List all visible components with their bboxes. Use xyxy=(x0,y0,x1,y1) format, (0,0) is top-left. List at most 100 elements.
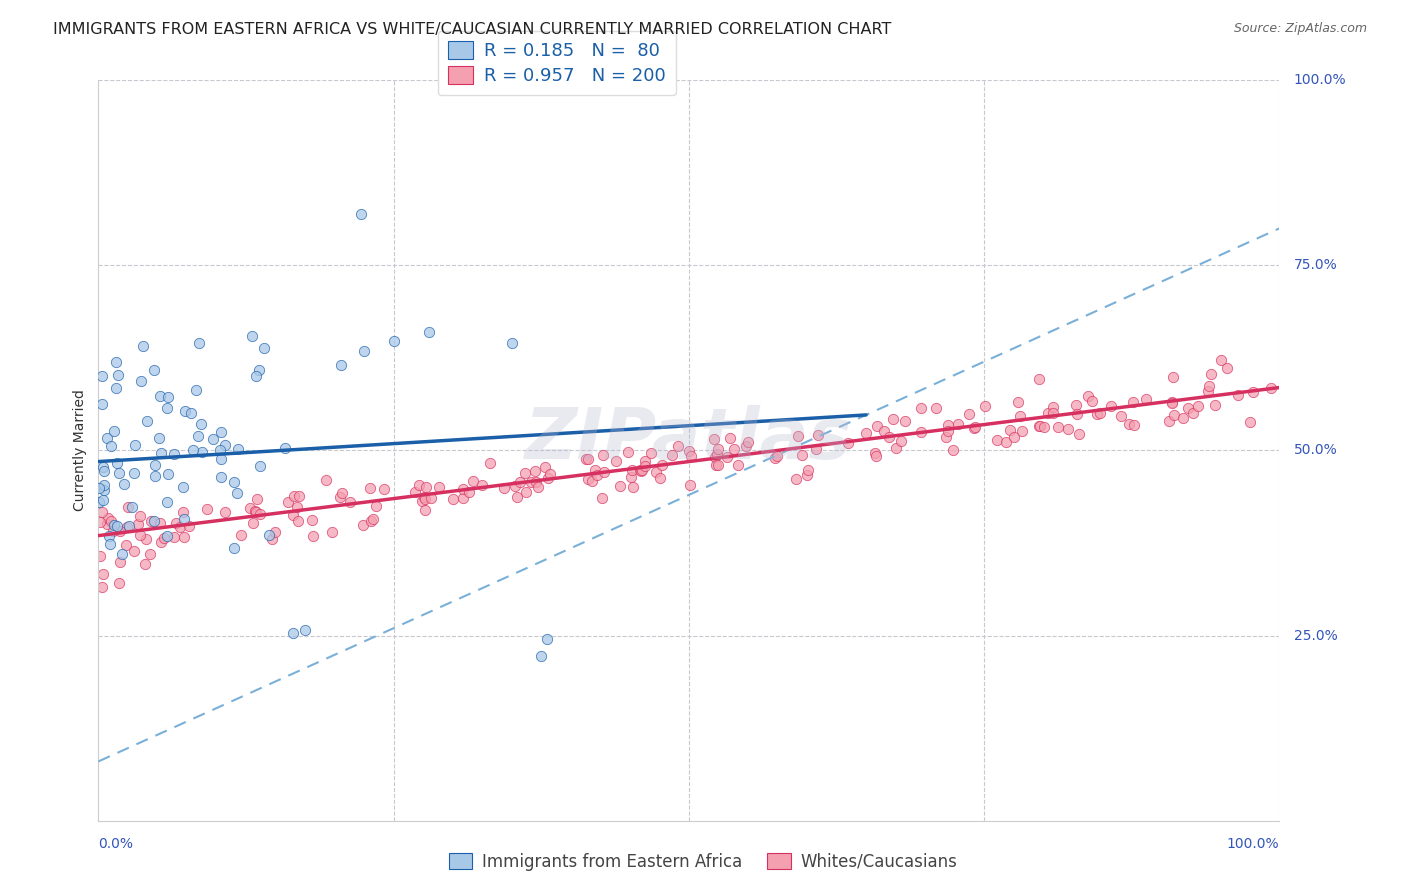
Point xyxy=(807,428,830,442)
Point xyxy=(1069,427,1091,442)
Point xyxy=(863,446,886,460)
Point xyxy=(998,423,1021,437)
Point xyxy=(957,407,980,421)
Point xyxy=(329,359,352,373)
Point xyxy=(592,449,614,463)
Point xyxy=(471,478,494,492)
Point xyxy=(505,479,527,493)
Point xyxy=(1111,409,1133,424)
Point xyxy=(1042,406,1064,420)
Point xyxy=(523,464,546,478)
Point xyxy=(1181,406,1204,420)
Point xyxy=(301,529,323,543)
Text: 75.0%: 75.0% xyxy=(1294,259,1337,272)
Point xyxy=(404,484,426,499)
Point xyxy=(90,397,112,411)
Point xyxy=(105,456,128,470)
Point xyxy=(1227,388,1250,402)
Point xyxy=(586,467,609,482)
Point xyxy=(187,335,209,350)
Point xyxy=(1081,393,1104,408)
Point xyxy=(666,439,689,453)
Point xyxy=(353,343,375,358)
Point xyxy=(240,328,263,343)
Point xyxy=(995,434,1018,449)
Point xyxy=(537,471,560,485)
Point xyxy=(1007,395,1029,409)
Point xyxy=(591,491,613,505)
Point xyxy=(650,471,672,485)
Point xyxy=(103,424,125,438)
Point xyxy=(174,404,197,418)
Point xyxy=(1243,384,1265,399)
Point xyxy=(112,477,135,491)
Point xyxy=(197,502,219,516)
Point xyxy=(524,475,547,490)
Point xyxy=(534,459,557,474)
Point xyxy=(117,500,139,515)
Point xyxy=(1090,407,1112,421)
Point xyxy=(1008,409,1031,423)
Point xyxy=(149,516,172,530)
Point xyxy=(173,512,195,526)
Point xyxy=(501,336,523,351)
Point xyxy=(866,419,889,434)
Point xyxy=(413,490,436,504)
Point xyxy=(287,514,309,528)
Point xyxy=(706,458,728,472)
Point xyxy=(513,466,536,480)
Point xyxy=(138,548,160,562)
Point xyxy=(630,464,652,478)
Point xyxy=(763,451,786,466)
Point xyxy=(578,451,600,466)
Point xyxy=(100,514,122,528)
Point xyxy=(242,516,264,530)
Point xyxy=(1042,401,1064,415)
Point xyxy=(96,431,118,445)
Point xyxy=(925,401,948,416)
Point xyxy=(1036,405,1059,419)
Point xyxy=(105,519,128,533)
Point xyxy=(173,531,195,545)
Point xyxy=(243,504,266,518)
Point xyxy=(413,491,436,506)
Point xyxy=(458,484,481,499)
Point xyxy=(121,500,143,514)
Point xyxy=(716,450,738,464)
Point xyxy=(330,485,353,500)
Legend: Immigrants from Eastern Africa, Whites/Caucasians: Immigrants from Eastern Africa, Whites/C… xyxy=(440,845,966,880)
Point xyxy=(264,524,287,539)
Point xyxy=(855,425,877,440)
Point xyxy=(605,454,627,468)
Point xyxy=(93,483,115,498)
Point xyxy=(679,478,702,492)
Point xyxy=(361,512,384,526)
Point xyxy=(628,463,651,477)
Point xyxy=(427,480,450,494)
Point xyxy=(1099,399,1122,413)
Point xyxy=(287,489,309,503)
Point xyxy=(153,531,176,545)
Point xyxy=(620,469,643,483)
Point xyxy=(737,434,759,449)
Text: 50.0%: 50.0% xyxy=(1294,443,1337,458)
Point xyxy=(910,425,932,440)
Point xyxy=(156,494,179,508)
Text: 0.0%: 0.0% xyxy=(98,837,134,851)
Point xyxy=(169,519,191,533)
Point xyxy=(114,537,136,551)
Point xyxy=(1077,389,1099,403)
Point xyxy=(93,459,115,474)
Point xyxy=(1209,352,1232,367)
Point xyxy=(1057,422,1080,436)
Point xyxy=(143,458,166,472)
Point xyxy=(127,517,149,532)
Point xyxy=(143,514,166,528)
Point xyxy=(172,505,194,519)
Point xyxy=(96,517,118,532)
Point xyxy=(115,519,138,533)
Point xyxy=(135,532,157,546)
Point xyxy=(190,417,212,432)
Point xyxy=(87,481,110,495)
Point xyxy=(609,479,631,493)
